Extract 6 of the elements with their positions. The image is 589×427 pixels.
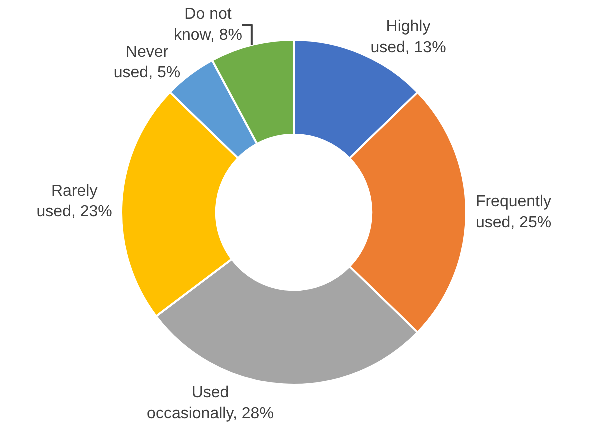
slice-label: Frequently used, 25% [476,194,552,232]
slice-label: Do not know, 8% [174,6,242,44]
slice-label: Used occasionally, 28% [147,384,274,422]
slice-label: Never used, 5% [114,44,181,82]
slice-label: Rarely used, 23% [36,182,112,221]
slice-label: Highly used, 13% [370,18,446,57]
